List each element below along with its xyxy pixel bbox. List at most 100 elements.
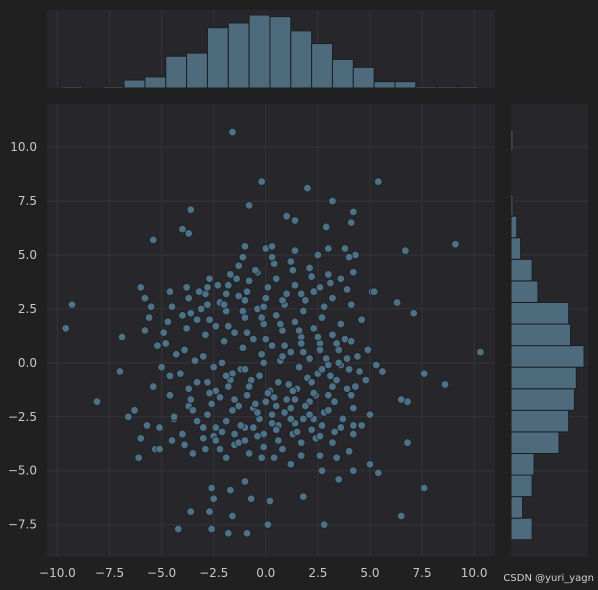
scatter-point (315, 283, 325, 292)
watermark: CSDN @yuri_yagn (503, 573, 594, 584)
y-histogram-bar (510, 409, 570, 433)
scatter-point (299, 347, 308, 357)
scatter-point (334, 475, 343, 484)
scatter-point (234, 261, 243, 270)
scatter-point (221, 289, 231, 299)
scatter-point (290, 246, 300, 255)
scatter-point (294, 326, 304, 335)
scatter-point (169, 412, 179, 421)
scatter-point (251, 265, 260, 275)
scatter-point (207, 399, 216, 409)
scatter-point (221, 453, 231, 462)
scatter-point (230, 395, 239, 404)
scatter-point (221, 416, 231, 426)
scatter-point (219, 300, 229, 309)
x-histogram-bar (186, 52, 208, 89)
scatter-point (317, 313, 327, 322)
scatter-point (240, 296, 250, 305)
scatter-point (330, 427, 339, 437)
x-histogram-bar (352, 66, 375, 89)
scatter-point (184, 384, 193, 393)
y-histogram-bar (510, 323, 572, 347)
scatter-point (267, 252, 277, 262)
scatter-point (240, 365, 250, 374)
scatter-point (228, 127, 237, 137)
x-histogram-bar (373, 81, 396, 89)
y-tick-label: 10.0 (10, 140, 37, 154)
scatter-point (378, 367, 387, 376)
scatter-point (307, 425, 316, 434)
x-tick-label: 0.0 (256, 566, 275, 580)
scatter-point (186, 395, 195, 404)
scatter-point (259, 302, 268, 311)
scatter-point (342, 285, 352, 294)
scatter-point (338, 414, 348, 424)
scatter-point (249, 423, 258, 432)
y-histogram-bar (510, 474, 533, 498)
scatter-point (278, 296, 287, 305)
scatter-point (294, 362, 304, 372)
y-tick-label: 5.0 (18, 248, 37, 262)
scatter-point (244, 449, 254, 458)
scatter-point (136, 283, 145, 292)
scatter-point (224, 321, 233, 331)
scatter-point (192, 315, 202, 324)
scatter-point (292, 427, 302, 437)
scatter-point (303, 183, 312, 193)
scatter-point (171, 350, 181, 359)
x-tick-label: −7.5 (95, 566, 124, 580)
scatter-point (347, 218, 356, 227)
scatter-point (186, 309, 195, 318)
scatter-point (274, 436, 283, 445)
scatter-point (409, 309, 418, 318)
scatter-point (161, 339, 170, 348)
scatter-point (190, 356, 200, 365)
scatter-point (211, 321, 220, 331)
scatter-plot-area (47, 104, 495, 557)
x-histogram-bar (331, 58, 354, 89)
x-histogram-bar (436, 85, 458, 89)
scatter-point (180, 440, 189, 450)
scatter-point (163, 317, 173, 327)
scatter-point (344, 447, 354, 456)
scatter-point (347, 337, 356, 346)
x-tick-label: 7.5 (413, 566, 432, 580)
scatter-point (297, 289, 306, 299)
scatter-point (357, 421, 366, 430)
scatter-point (326, 371, 335, 380)
scatter-point (284, 380, 293, 389)
scatter-point (278, 444, 287, 454)
scatter-point (324, 270, 333, 279)
scatter-point (238, 343, 248, 352)
scatter-point (278, 352, 287, 361)
scatter-point (397, 511, 406, 521)
x-tick-label: 2.5 (308, 566, 327, 580)
scatter-point (224, 281, 233, 290)
scatter-point (249, 334, 258, 344)
scatter-point (182, 283, 191, 292)
scatter-point (244, 276, 254, 286)
scatter-point (201, 330, 210, 340)
scatter-point (324, 360, 333, 370)
scatter-point (315, 451, 325, 460)
scatter-point (349, 466, 358, 475)
scatter-point (349, 421, 358, 430)
scatter-point (336, 423, 346, 432)
scatter-point (261, 397, 270, 406)
scatter-point (374, 468, 383, 478)
scatter-point (307, 272, 316, 281)
x-histogram-bar (123, 79, 146, 89)
scatter-point (301, 401, 310, 411)
scatter-point (328, 382, 337, 391)
x-histogram-bar (227, 22, 250, 89)
scatter-point (315, 432, 325, 441)
scatter-point (140, 293, 150, 303)
scatter-point (476, 347, 485, 357)
scatter-point (205, 274, 214, 283)
scatter-point (328, 330, 337, 340)
y-histogram-bar (510, 452, 535, 476)
x-histogram-bar (290, 30, 313, 89)
scatter-point (401, 246, 410, 255)
scatter-point (324, 391, 333, 400)
